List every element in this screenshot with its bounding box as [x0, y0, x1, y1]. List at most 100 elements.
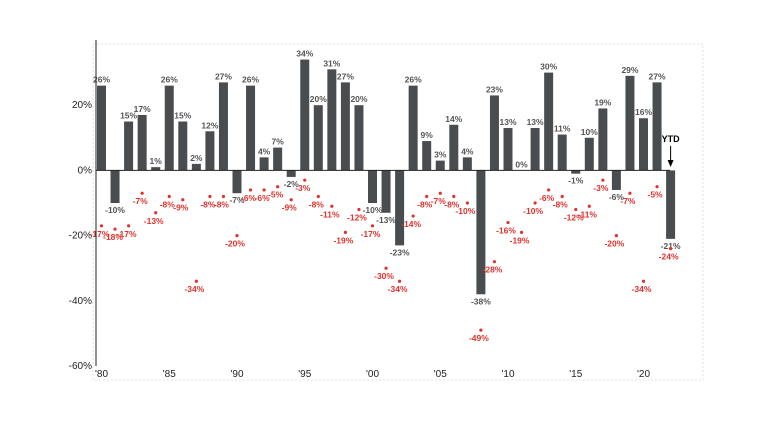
drawdown-label: -18%: [103, 232, 123, 242]
return-label: 20%: [350, 94, 367, 104]
drawdown-point: [221, 194, 226, 199]
drawdown-label: -19%: [333, 235, 353, 245]
return-bar: [476, 170, 486, 295]
drawdown-point: [303, 178, 307, 182]
return-bar: [571, 170, 581, 174]
drawdown-label: -6%: [255, 193, 271, 203]
drawdown-label: -8%: [309, 199, 325, 209]
drawdown-point: [411, 214, 415, 218]
drawdown-point: [384, 266, 388, 270]
ytd-arrow-head: [667, 160, 674, 167]
drawdown-point: [655, 185, 659, 189]
drawdown-label: -34%: [632, 284, 652, 294]
drawdown-label: -11%: [578, 209, 598, 219]
return-bar: [395, 170, 405, 246]
return-label: 31%: [323, 58, 340, 68]
drawdown-point: [601, 178, 605, 182]
return-bar: [218, 82, 228, 171]
drawdown-label: -17%: [90, 229, 110, 239]
return-bar: [408, 85, 418, 171]
drawdown-label: -8%: [200, 199, 216, 209]
drawdown-label: -7%: [133, 196, 149, 206]
drawdown-point: [547, 188, 551, 192]
x-tick-label: '05: [434, 369, 447, 380]
return-label: 4%: [461, 146, 474, 156]
return-label: 26%: [405, 75, 422, 85]
return-label: 2%: [190, 153, 203, 163]
drawdown-point: [316, 194, 320, 199]
return-label: 16%: [635, 107, 652, 117]
drawdown-label: -17%: [361, 229, 381, 239]
drawdown-point: [533, 201, 537, 205]
return-bar: [368, 170, 377, 203]
drawdown-point: [113, 227, 117, 231]
x-axis: '80 '85 '90 '95 '00 '05 '10 '15 '20: [95, 369, 650, 380]
x-tick-label: '15: [569, 369, 582, 380]
return-label: -13%: [376, 215, 396, 225]
drawdown-series: -17%-18%-17%-7%-13%-8%-9%-34%-8%-8%-20%-…: [90, 178, 679, 343]
return-bar: [97, 85, 106, 171]
return-label: 30%: [540, 62, 557, 72]
drawdown-label: -3%: [295, 183, 311, 193]
return-label: 3%: [434, 150, 447, 160]
x-tick-label: '95: [298, 369, 311, 380]
return-bar: [354, 105, 364, 171]
ytd-annotation: YTD: [662, 134, 680, 167]
return-bar: [449, 124, 459, 171]
return-label: 1%: [150, 156, 163, 166]
x-tick-label: '00: [366, 369, 379, 380]
return-bar: [178, 121, 188, 171]
plot-frame: [92, 43, 704, 381]
return-label: -1%: [568, 176, 584, 186]
bars-series: 26%-10%15%17%1%26%15%2%12%27%-7%26%4%7%-…: [93, 49, 681, 307]
drawdown-label: -8%: [553, 199, 569, 209]
drawdown-label: -8%: [214, 199, 230, 209]
drawdown-label: -9%: [282, 203, 298, 213]
return-label: 7%: [272, 137, 285, 147]
drawdown-point: [330, 204, 334, 208]
drawdown-label: -17%: [117, 229, 137, 239]
drawdown-label: -5%: [647, 190, 663, 200]
drawdown-label: -20%: [225, 239, 245, 249]
return-label: 34%: [296, 49, 313, 59]
drawdown-label: -19%: [510, 235, 530, 245]
drawdown-point: [208, 194, 212, 199]
drawdown-label: -7%: [431, 196, 447, 206]
drawdown-label: -34%: [184, 284, 204, 294]
drawdown-point: [181, 198, 185, 202]
drawdown-point: [276, 185, 280, 189]
return-bar: [584, 137, 594, 171]
return-bar: [232, 170, 242, 194]
return-bar: [124, 121, 134, 171]
drawdown-label: -13%: [144, 216, 164, 226]
return-label: 11%: [554, 124, 571, 134]
drawdown-point: [519, 230, 524, 234]
return-bar: [259, 157, 269, 171]
drawdown-point: [452, 194, 456, 199]
drawdown-label: -10%: [455, 206, 475, 216]
y-tick-label: -20%: [69, 231, 92, 242]
drawdown-point: [641, 279, 646, 283]
drawdown-label: -7%: [620, 196, 636, 206]
return-bar: [246, 85, 256, 171]
return-label: -7%: [229, 195, 245, 205]
drawdown-point: [614, 234, 619, 238]
drawdown-point: [560, 194, 564, 199]
return-bar: [611, 170, 621, 190]
return-bar: [666, 170, 676, 239]
drawdown-point: [248, 188, 253, 192]
return-label: 26%: [93, 75, 110, 85]
return-bar: [503, 128, 513, 171]
return-bar: [381, 170, 391, 213]
drawdown-label: -24%: [659, 252, 679, 262]
drawdown-point: [479, 328, 483, 332]
drawdown-point: [262, 188, 266, 192]
x-tick-label: '90: [230, 369, 243, 380]
x-tick-label: '20: [637, 369, 650, 380]
drawdown-point: [343, 230, 347, 234]
drawdown-point: [370, 224, 375, 228]
return-bar: [530, 128, 540, 171]
return-label: 20%: [310, 94, 327, 104]
x-tick-label: '10: [501, 369, 514, 380]
